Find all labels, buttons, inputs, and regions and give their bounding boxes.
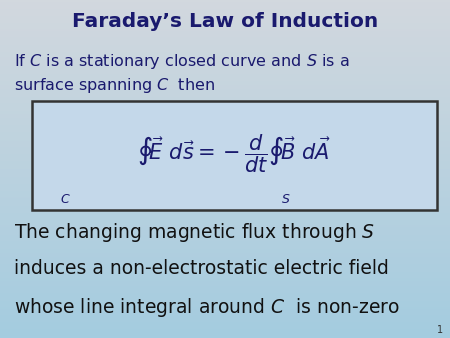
Text: Faraday’s Law of Induction: Faraday’s Law of Induction (72, 12, 378, 31)
Text: whose line integral around $C$  is non-zero: whose line integral around $C$ is non-ze… (14, 296, 399, 319)
Text: $C$: $C$ (60, 193, 71, 206)
Text: $\oint\!\vec{E}\ d\vec{s}=-\dfrac{d}{dt}\oint\!\vec{B}\ d\vec{A}$: $\oint\!\vec{E}\ d\vec{s}=-\dfrac{d}{dt}… (137, 132, 331, 175)
Text: The changing magnetic flux through $S$: The changing magnetic flux through $S$ (14, 221, 375, 244)
Text: $S$: $S$ (281, 193, 291, 206)
FancyBboxPatch shape (32, 101, 436, 210)
Text: If $C$ is a stationary closed curve and $S$ is a: If $C$ is a stationary closed curve and … (14, 52, 349, 71)
Text: 1: 1 (437, 324, 443, 335)
Text: surface spanning $C$  then: surface spanning $C$ then (14, 76, 215, 95)
Text: induces a non-electrostatic electric field: induces a non-electrostatic electric fie… (14, 259, 388, 277)
